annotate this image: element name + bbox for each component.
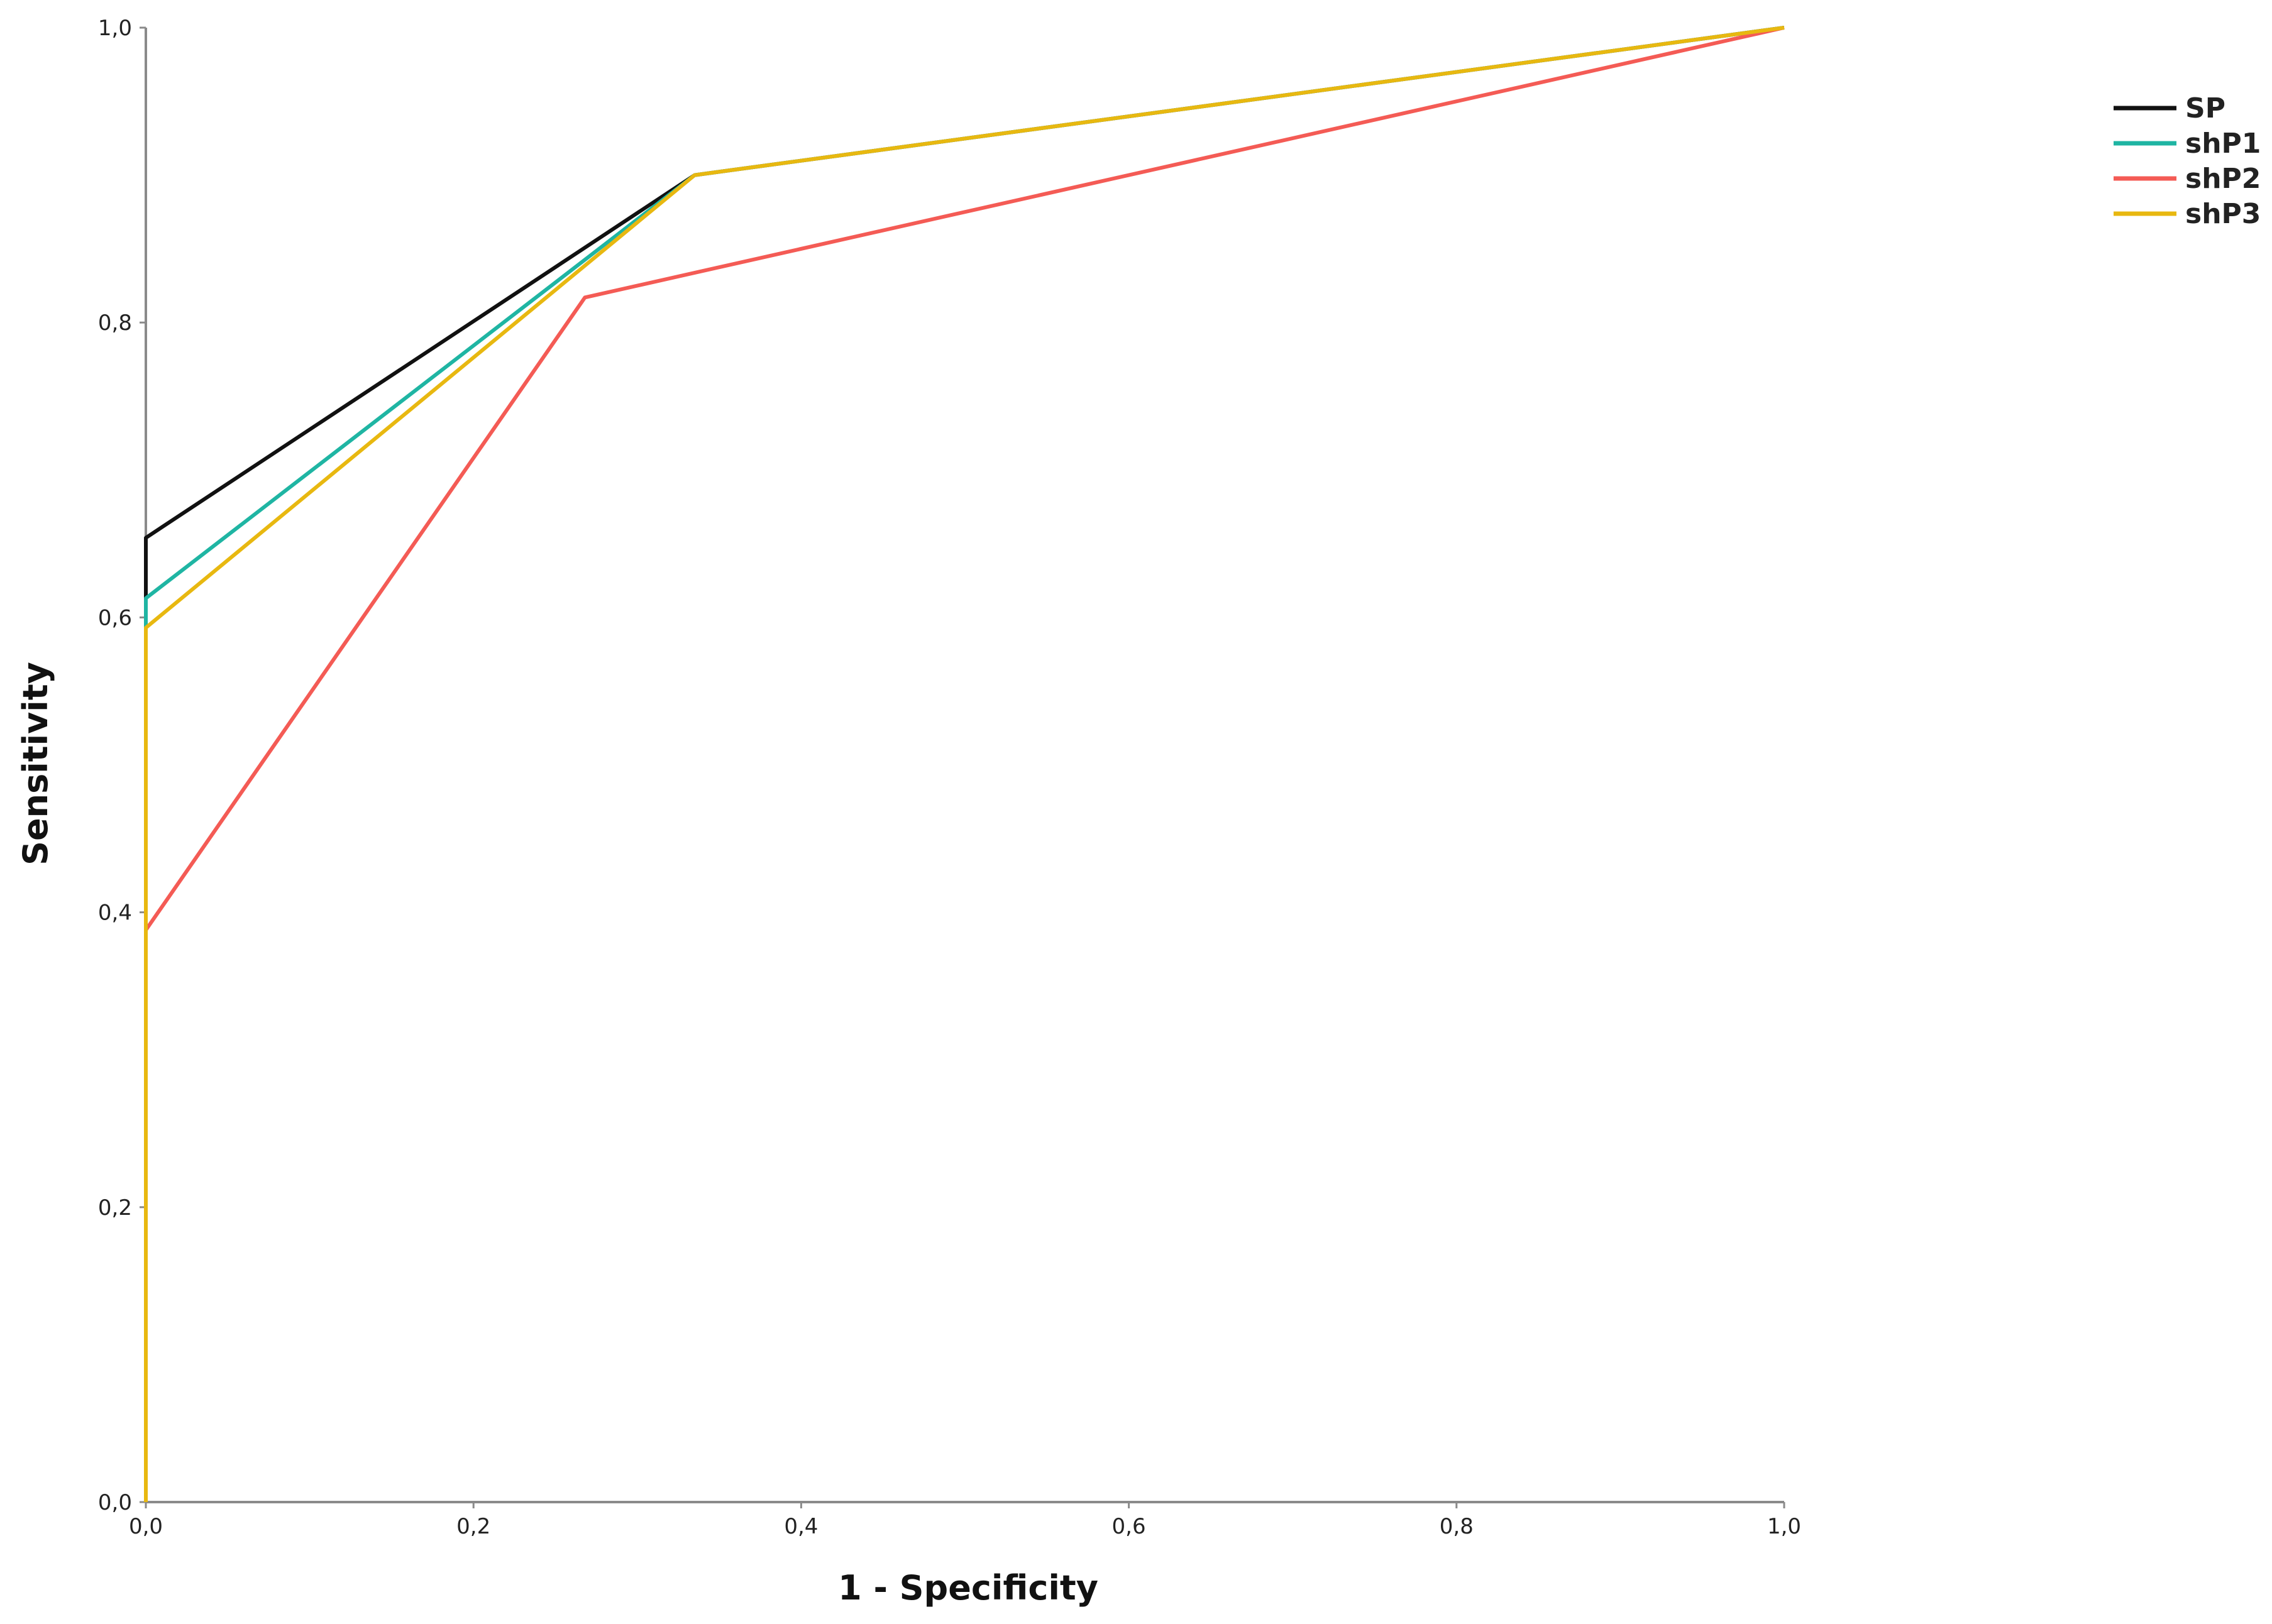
series-line-sp	[144, 26, 1785, 1502]
series-line-shp3	[144, 26, 1785, 1502]
x-axis-title: 1 - Specificity	[838, 1568, 1098, 1608]
y-tick-label: 1,0	[98, 16, 132, 41]
x-tick-label: 0,2	[456, 1514, 490, 1539]
y-tick-label: 0,4	[98, 901, 132, 926]
series-layer	[144, 26, 1785, 1502]
y-tick-label: 0,0	[98, 1490, 132, 1515]
y-tick-label: 0,6	[98, 605, 132, 630]
series-line-shp2	[144, 26, 1785, 1502]
x-tick-label: 1,0	[1767, 1514, 1801, 1539]
legend-label-shp3: shP3	[2185, 198, 2261, 230]
x-tick-label: 0,6	[1112, 1514, 1146, 1539]
legend-label-shp1: shP1	[2185, 128, 2261, 160]
x-tick-label: 0,4	[784, 1514, 818, 1539]
y-tick-label: 0,2	[98, 1195, 132, 1221]
series-line-shp1	[144, 26, 1785, 1502]
y-axis-title: Sensitivity	[16, 662, 55, 865]
legend-label-sp: SP	[2185, 92, 2225, 124]
x-tick-label: 0,0	[129, 1514, 163, 1539]
y-tick-label: 0,8	[98, 310, 132, 336]
legend-label-shp2: shP2	[2185, 163, 2261, 195]
x-tick-label: 0,8	[1440, 1514, 1474, 1539]
axes-layer: 0,0 0,2 0,4 0,6 0,8 1,0 0,0 0,2 0,4 0,6 0,8 1,0	[98, 16, 1801, 1539]
